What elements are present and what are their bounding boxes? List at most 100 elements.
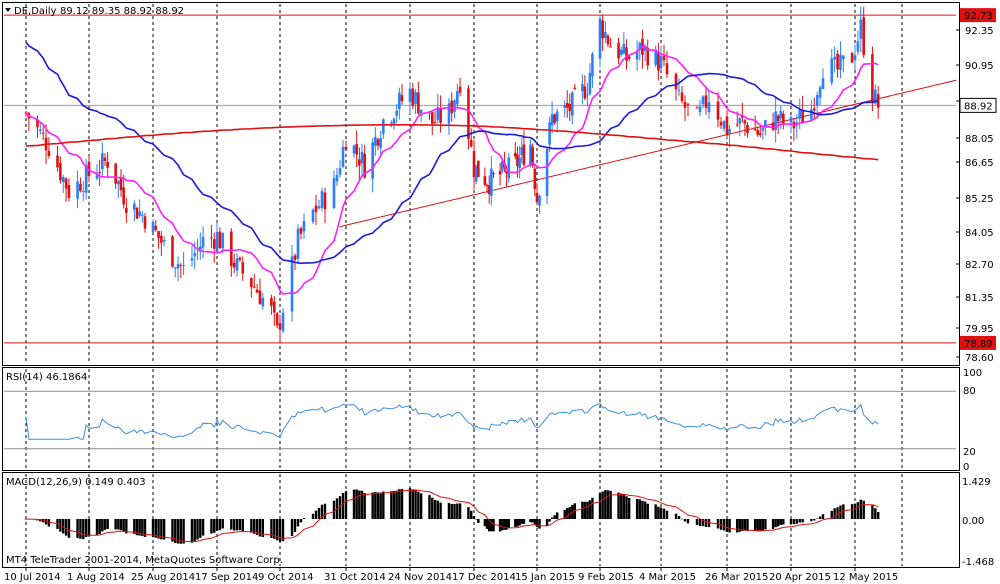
candle-body <box>830 58 834 83</box>
macd-bar <box>87 519 91 537</box>
macd-bar <box>818 516 822 519</box>
candle-body <box>565 102 569 108</box>
macd-bar <box>736 519 739 533</box>
candle-body <box>570 92 574 116</box>
macd-bar <box>617 492 620 519</box>
candle-body <box>193 253 197 257</box>
candle-body <box>296 228 300 259</box>
macd-bar <box>586 501 589 519</box>
moving-averages <box>25 41 879 295</box>
macd-bar <box>210 519 213 534</box>
candle-body <box>36 119 39 128</box>
macd-bar <box>238 519 242 531</box>
candle-body <box>398 92 401 110</box>
macd-bar <box>341 493 345 519</box>
macd-bar <box>302 518 306 519</box>
candle-body <box>411 88 415 106</box>
candle-body <box>332 178 336 209</box>
candle-body <box>646 47 650 66</box>
macd-bar <box>299 519 303 523</box>
candle-body <box>453 100 456 113</box>
candle-body <box>606 35 610 45</box>
candle-body <box>79 183 82 192</box>
candle-body <box>853 55 857 61</box>
macd-series <box>24 488 880 544</box>
macd-bar <box>154 519 157 538</box>
date-label: 24 Nov 2014 <box>388 572 452 583</box>
rsi-series <box>4 390 956 450</box>
macd-bar <box>568 507 571 519</box>
candle-body <box>513 152 517 157</box>
macd-bar <box>746 519 749 532</box>
candle-body <box>320 191 324 208</box>
macd-bar <box>490 519 493 532</box>
macd-bar <box>756 519 759 532</box>
macd-bar <box>215 519 219 531</box>
candle-body <box>798 109 802 119</box>
macd-bar <box>698 519 702 527</box>
macd-bar <box>654 504 657 519</box>
candle-body <box>281 312 285 331</box>
macd-bar <box>477 519 480 523</box>
macd-bar <box>398 489 401 519</box>
macd-bar <box>433 499 437 519</box>
macd-bar <box>379 492 382 519</box>
candle-body <box>836 53 839 70</box>
trendline <box>339 79 957 228</box>
macd-bar <box>488 519 491 532</box>
candle-body <box>761 127 765 131</box>
dropdown-triangle-icon[interactable] <box>5 8 11 12</box>
candle-body <box>417 92 420 114</box>
macd-bar <box>548 519 551 522</box>
macd-bar <box>583 501 587 519</box>
macd-bar <box>833 508 836 519</box>
candle-body <box>439 108 442 123</box>
candle-body <box>76 181 79 199</box>
candle-body <box>518 157 521 168</box>
macd-bar <box>738 519 741 532</box>
macd-bar <box>505 519 508 530</box>
candle-body <box>654 49 657 65</box>
macd-bar <box>635 499 639 519</box>
candle-body <box>103 157 107 161</box>
candle-body <box>568 104 572 111</box>
macd-tick-label: 0.00 <box>962 516 984 527</box>
price-tick-label: 82.70 <box>965 260 994 271</box>
macd-bar <box>160 519 163 540</box>
candle-body <box>789 117 793 123</box>
candle-body <box>47 150 51 156</box>
candle-body <box>609 46 612 48</box>
candle-body <box>467 88 470 140</box>
candle-body <box>59 162 62 181</box>
macd-bar <box>44 519 48 525</box>
price-panel[interactable] <box>2 2 960 366</box>
macd-bar <box>162 519 166 540</box>
macd-bar <box>789 519 793 524</box>
candle-body <box>801 109 804 124</box>
candle-body <box>162 239 166 242</box>
macd-bar <box>261 519 265 538</box>
candle-body <box>735 124 739 126</box>
candle-body <box>701 96 705 105</box>
candle-body <box>84 165 88 193</box>
macd-bar <box>850 504 854 519</box>
rsi-panel[interactable] <box>2 367 960 471</box>
date-label: 9 Feb 2015 <box>578 572 634 583</box>
macd-bar <box>355 489 358 519</box>
candle-body <box>414 92 417 104</box>
candle-body <box>250 278 253 288</box>
candle-body <box>725 116 729 136</box>
macd-bar <box>683 519 687 522</box>
macd-bar <box>601 491 604 519</box>
candle-body <box>535 192 539 203</box>
candle-body <box>591 53 594 77</box>
candle-body <box>871 54 874 104</box>
candle-body <box>138 211 141 216</box>
macd-bar <box>774 519 777 528</box>
candle-body <box>56 155 59 168</box>
macd-bar <box>728 519 731 533</box>
macd-bar <box>400 489 404 519</box>
candle-body <box>617 42 620 59</box>
candle-body <box>619 49 623 55</box>
